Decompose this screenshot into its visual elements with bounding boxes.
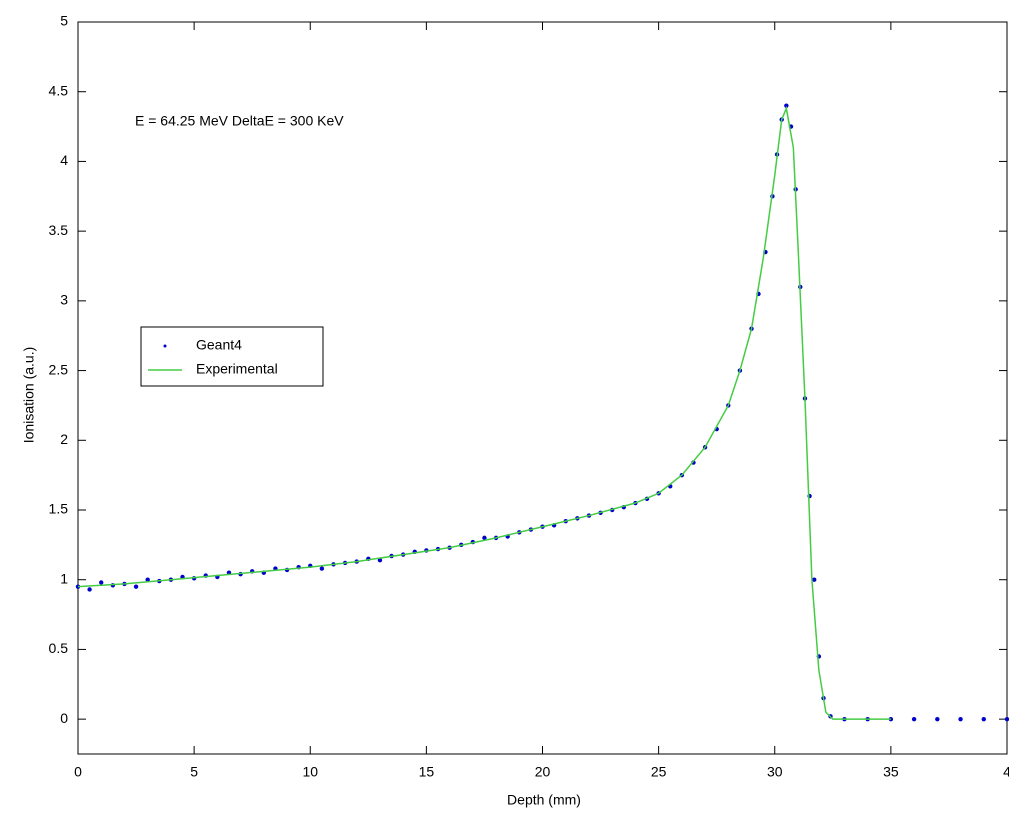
y-tick-label: 3 bbox=[60, 292, 68, 308]
x-tick-label: 35 bbox=[883, 764, 899, 780]
data-point bbox=[981, 716, 986, 722]
x-tick-label: 15 bbox=[419, 764, 435, 780]
legend-label: Geant4 bbox=[196, 337, 242, 353]
data-point bbox=[377, 557, 383, 563]
y-tick-label: 5 bbox=[60, 13, 68, 29]
data-point bbox=[812, 577, 817, 582]
data-point bbox=[99, 580, 104, 585]
data-point bbox=[935, 716, 940, 722]
y-tick-label: 1 bbox=[60, 570, 68, 586]
y-tick-label: 4.5 bbox=[49, 82, 69, 98]
legend-label: Experimental bbox=[196, 361, 278, 377]
data-point bbox=[958, 716, 963, 722]
y-tick-label: 0.5 bbox=[49, 640, 69, 656]
annotation: E = 64.25 MeV DeltaE = 300 KeV bbox=[135, 113, 344, 129]
data-point bbox=[87, 587, 92, 592]
legend-swatch bbox=[163, 344, 167, 348]
data-line bbox=[77, 105, 891, 720]
x-tick-label: 30 bbox=[767, 764, 783, 780]
y-tick-label: 3.5 bbox=[49, 222, 69, 238]
y-tick-label: 2.5 bbox=[49, 361, 69, 377]
y-tick-label: 0 bbox=[60, 710, 68, 726]
y-tick-label: 4 bbox=[60, 152, 68, 168]
data-point bbox=[133, 584, 139, 589]
plot-frame bbox=[77, 21, 1008, 755]
data-point bbox=[319, 566, 325, 571]
x-tick-label: 0 bbox=[74, 764, 82, 780]
legend-box bbox=[140, 326, 324, 387]
y-tick-label: 2 bbox=[60, 431, 68, 447]
data-point bbox=[145, 577, 150, 582]
data-point bbox=[1004, 716, 1009, 722]
x-tick-label: 25 bbox=[651, 764, 667, 780]
x-tick-label: 10 bbox=[302, 764, 318, 780]
x-tick-label: 5 bbox=[190, 764, 198, 780]
data-point bbox=[784, 103, 789, 108]
x-axis-label: Depth (mm) bbox=[507, 792, 581, 808]
x-tick-label: 4 bbox=[1003, 764, 1009, 780]
data-point bbox=[911, 716, 917, 722]
x-tick-label: 20 bbox=[535, 764, 551, 780]
y-axis-label: Ionisation (a.u.) bbox=[21, 347, 37, 444]
y-tick-label: 1.5 bbox=[49, 501, 69, 517]
data-point bbox=[482, 535, 487, 541]
